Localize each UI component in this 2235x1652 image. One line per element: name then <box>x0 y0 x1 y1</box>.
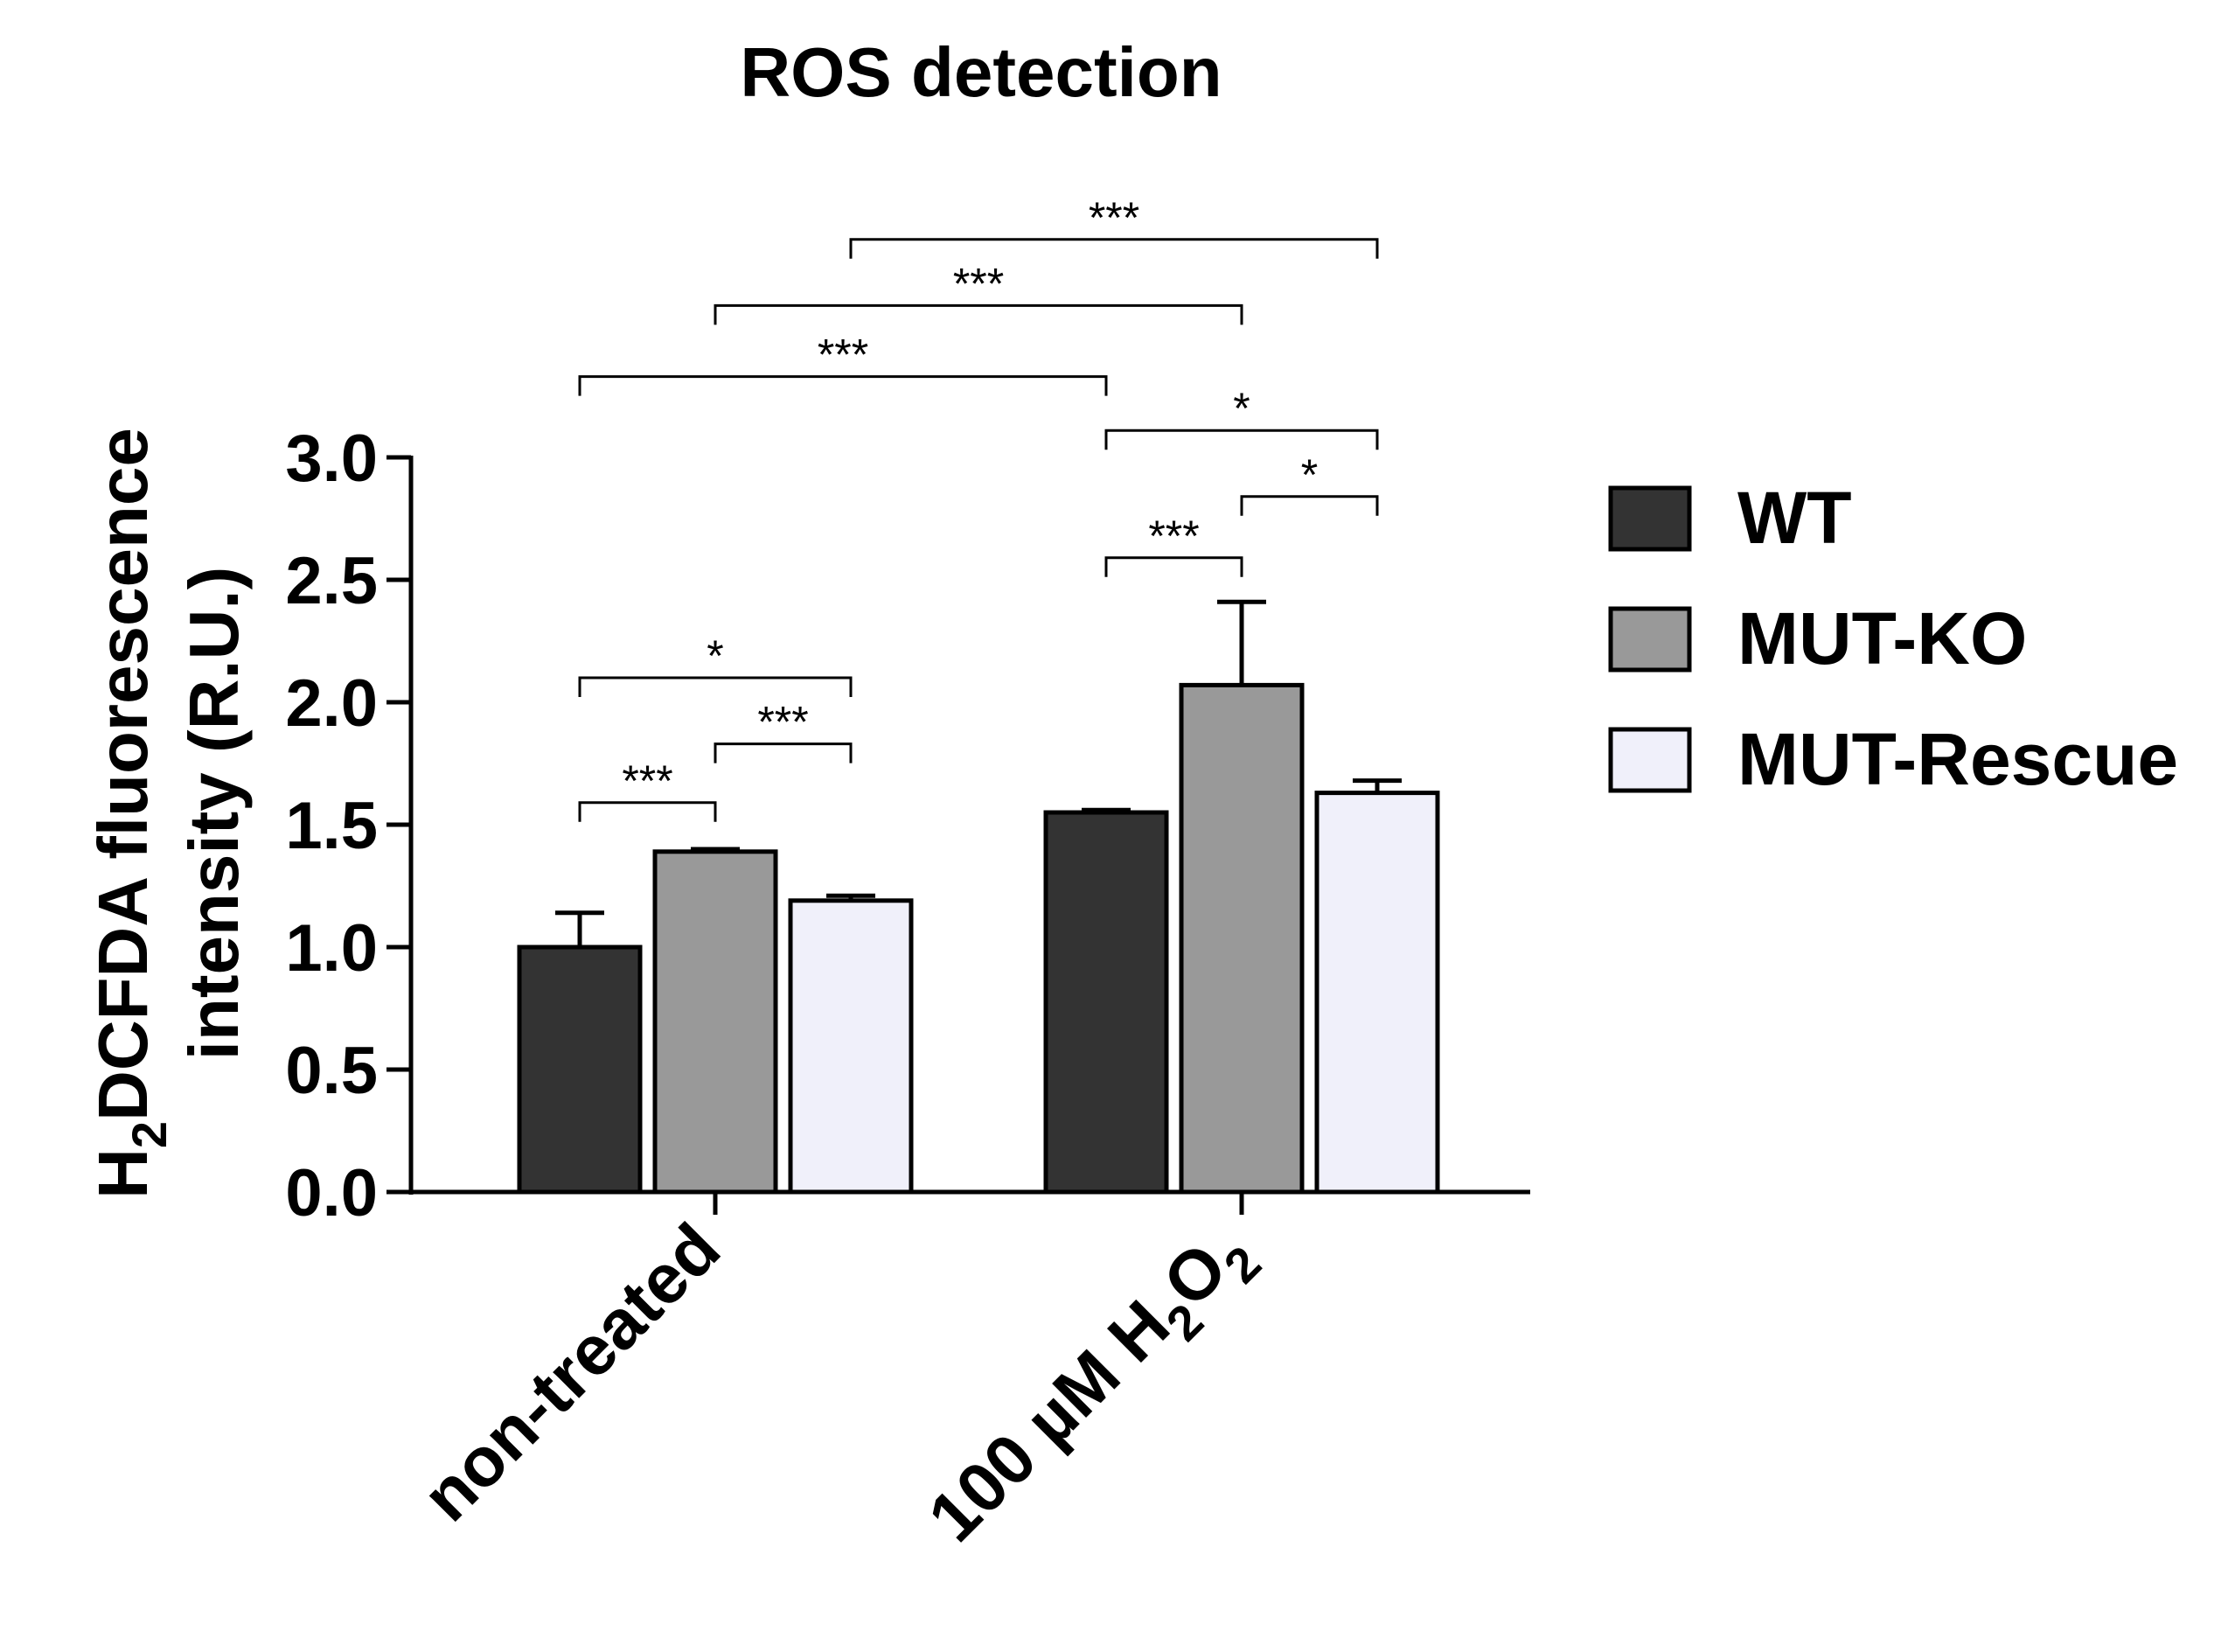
significance-label: *** <box>818 331 868 380</box>
x-tick-labels: non-treated 100 µM H2O2 <box>407 1209 1271 1566</box>
error-bars <box>555 599 1402 947</box>
x-label-text: non-treated <box>407 1209 735 1536</box>
x-category-label: non-treated <box>407 1209 735 1536</box>
y-axis-label-line2: intensity (R.U.) <box>175 567 253 1060</box>
significance-bracket <box>714 742 853 763</box>
legend-swatch-wt <box>1608 485 1692 552</box>
significance-label: *** <box>1089 193 1139 242</box>
legend-swatch-mut-ko <box>1608 606 1692 673</box>
significance-bracket <box>578 801 717 822</box>
y-tick-label: 1.0 <box>285 911 378 986</box>
significance-bracket <box>578 375 1108 396</box>
y-tick-label: 3.0 <box>285 422 378 496</box>
bar-wt-1 <box>1043 810 1169 1195</box>
significance-label: * <box>707 631 723 680</box>
bar-mut-rescue-1 <box>1314 791 1440 1195</box>
y-axis-label: H2DCFDA fluorescence intensity (R.U.) <box>84 428 253 1199</box>
significance-bracket <box>578 676 853 697</box>
bar-mut-ko-0 <box>652 849 778 1195</box>
y-axis-label-line1: H2DCFDA fluorescence <box>84 428 177 1199</box>
legend-label-wt: WT <box>1737 477 1852 559</box>
significance-label: *** <box>757 698 808 747</box>
y-tick-label: 0.5 <box>285 1034 378 1108</box>
bar-wt-0 <box>517 944 643 1195</box>
bar-mut-rescue-0 <box>788 898 914 1195</box>
significance-bracket <box>849 238 1379 259</box>
y-tick-label: 1.5 <box>285 789 378 863</box>
legend-swatch-mut-rescue <box>1608 727 1692 793</box>
significance-label: * <box>1233 384 1250 433</box>
legend-label-mut-rescue: MUT-Rescue <box>1737 718 2178 800</box>
y-tick-label: 2.0 <box>285 666 378 741</box>
bar-mut-ko-1 <box>1179 682 1305 1195</box>
significance-label: *** <box>953 259 1004 308</box>
significance-bracket <box>1104 556 1243 577</box>
significance-bracket <box>714 303 1243 325</box>
significance-brackets: ********************* <box>578 193 1379 822</box>
x-category-label: 100 µM H2O2 <box>914 1209 1271 1566</box>
y-tick-label: 2.5 <box>285 544 378 618</box>
chart-title: ROS detection <box>740 33 1222 111</box>
significance-label: *** <box>622 756 672 805</box>
significance-bracket <box>1240 495 1379 516</box>
legend: WT MUT-KO MUT-Rescue <box>1608 477 2178 800</box>
x-label-text: 100 µM H <box>914 1286 1184 1556</box>
y-tick-label: 0.0 <box>285 1156 378 1230</box>
significance-label: * <box>1301 450 1318 499</box>
legend-label-mut-ko: MUT-KO <box>1737 597 2027 680</box>
axes: 0.0 0.5 1.0 1.5 2.0 2.5 3.0 <box>285 422 1530 1230</box>
significance-label: *** <box>1148 512 1199 561</box>
significance-bracket <box>1104 429 1379 450</box>
bars <box>517 682 1440 1195</box>
